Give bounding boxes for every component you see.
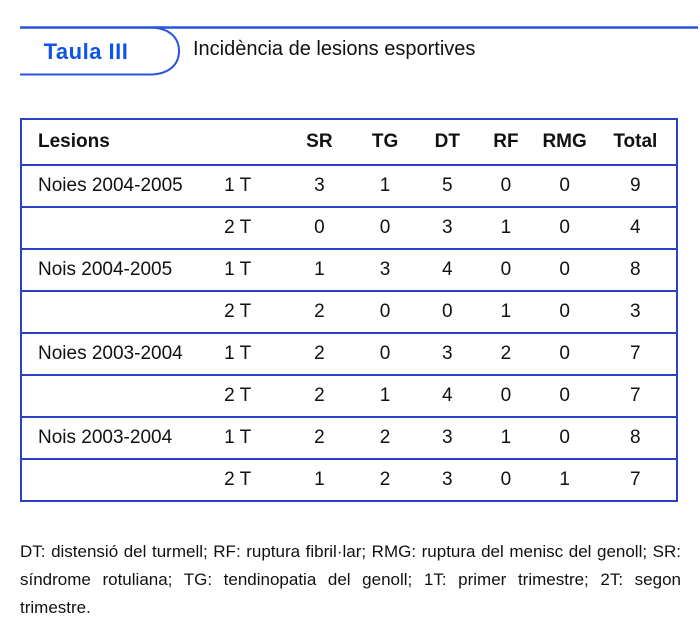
- sr-cell: 1: [314, 469, 325, 490]
- sr-cell: 2: [314, 385, 325, 406]
- rmg-cell: 1: [559, 469, 570, 490]
- group-cell: Nois 2003-2004: [38, 427, 173, 448]
- tg-cell: 0: [379, 343, 391, 364]
- dt-cell: 3: [441, 217, 453, 238]
- table-container: Lesions SR TG DT RF RMG Total Noies 2004…: [20, 118, 678, 502]
- rmg-cell: 0: [559, 301, 570, 322]
- group-cell: [21, 375, 190, 417]
- trimester-cell: 2 T: [224, 469, 252, 490]
- sr-cell: 3: [314, 175, 325, 196]
- table-badge: Taula III: [22, 29, 150, 74]
- total-cell: 9: [630, 175, 641, 196]
- group-cell: Nois 2004-2005: [38, 259, 173, 280]
- col-header-lesions: Lesions: [38, 131, 110, 152]
- tg-cell: 1: [379, 385, 391, 406]
- trimester-cell: 1 T: [224, 175, 252, 196]
- rf-cell: 1: [500, 301, 512, 322]
- dt-cell: 4: [441, 259, 453, 280]
- total-cell: 7: [630, 385, 641, 406]
- table-header-row: Lesions SR TG DT RF RMG Total: [21, 119, 677, 165]
- sr-cell: 0: [314, 217, 325, 238]
- trimester-cell: 2 T: [224, 217, 252, 238]
- total-cell: 7: [630, 469, 641, 490]
- col-header-total: Total: [613, 131, 658, 152]
- rf-cell: 0: [500, 259, 512, 280]
- trimester-cell: 1 T: [224, 259, 252, 280]
- rf-cell: 2: [500, 343, 512, 364]
- col-header-sr: SR: [306, 131, 333, 152]
- header-graphics: [20, 26, 698, 76]
- sr-cell: 2: [314, 301, 325, 322]
- dt-cell: 3: [441, 343, 453, 364]
- rmg-cell: 0: [559, 259, 570, 280]
- table-row: 2 T 2 1 4 0 0 7: [21, 375, 677, 417]
- dt-cell: 4: [441, 385, 453, 406]
- col-header-rf: RF: [493, 131, 519, 152]
- group-cell: [21, 459, 190, 501]
- total-cell: 7: [630, 343, 641, 364]
- rf-cell: 0: [500, 175, 512, 196]
- rmg-cell: 0: [559, 343, 570, 364]
- lesions-table: Lesions SR TG DT RF RMG Total Noies 2004…: [20, 118, 678, 502]
- table-row: 2 T 2 0 0 1 0 3: [21, 291, 677, 333]
- rf-cell: 1: [500, 427, 512, 448]
- total-cell: 8: [630, 427, 641, 448]
- dt-cell: 3: [441, 469, 453, 490]
- sr-cell: 2: [314, 427, 325, 448]
- table-row: 2 T 1 2 3 0 1 7: [21, 459, 677, 501]
- badge-outline: [20, 26, 181, 76]
- trimester-cell: 2 T: [224, 301, 252, 322]
- table-row: 2 T 0 0 3 1 0 4: [21, 207, 677, 249]
- rmg-cell: 0: [559, 217, 570, 238]
- tg-cell: 0: [379, 217, 391, 238]
- sr-cell: 2: [314, 343, 325, 364]
- table-row: Nois 2003-2004 1 T 2 2 3 1 0 8: [21, 417, 677, 459]
- col-header-tg: TG: [371, 131, 399, 152]
- rf-cell: 0: [500, 469, 512, 490]
- table-badge-label: Taula III: [43, 38, 129, 64]
- trimester-cell: 1 T: [224, 343, 252, 364]
- tg-cell: 2: [379, 427, 391, 448]
- dt-cell: 5: [441, 175, 453, 196]
- trimester-cell: 2 T: [224, 385, 252, 406]
- rmg-cell: 0: [559, 175, 570, 196]
- col-header-trimester: [190, 119, 286, 165]
- dt-cell: 3: [441, 427, 453, 448]
- total-cell: 8: [630, 259, 641, 280]
- rf-cell: 0: [500, 385, 512, 406]
- rf-cell: 1: [500, 217, 512, 238]
- col-header-dt: DT: [434, 131, 460, 152]
- tg-cell: 2: [379, 469, 391, 490]
- tg-cell: 1: [379, 175, 391, 196]
- group-cell: [21, 207, 190, 249]
- rmg-cell: 0: [559, 385, 570, 406]
- tg-cell: 0: [379, 301, 391, 322]
- page-title: Incidència de lesions esportives: [193, 38, 476, 60]
- total-cell: 4: [630, 217, 641, 238]
- table-footnote: DT: distensió del turmell; RF: ruptura f…: [20, 542, 681, 617]
- group-cell: [21, 291, 190, 333]
- dt-cell: 0: [441, 301, 453, 322]
- table-row: Nois 2004-2005 1 T 1 3 4 0 0 8: [21, 249, 677, 291]
- table-row: Noies 2003-2004 1 T 2 0 3 2 0 7: [21, 333, 677, 375]
- col-header-rmg: RMG: [542, 131, 587, 152]
- table-row: Noies 2004-2005 1 T 3 1 5 0 0 9: [21, 165, 677, 207]
- tg-cell: 3: [379, 259, 391, 280]
- sr-cell: 1: [314, 259, 325, 280]
- total-cell: 3: [630, 301, 641, 322]
- group-cell: Noies 2004-2005: [38, 175, 183, 196]
- rmg-cell: 0: [559, 427, 570, 448]
- trimester-cell: 1 T: [224, 427, 252, 448]
- group-cell: Noies 2003-2004: [38, 343, 183, 364]
